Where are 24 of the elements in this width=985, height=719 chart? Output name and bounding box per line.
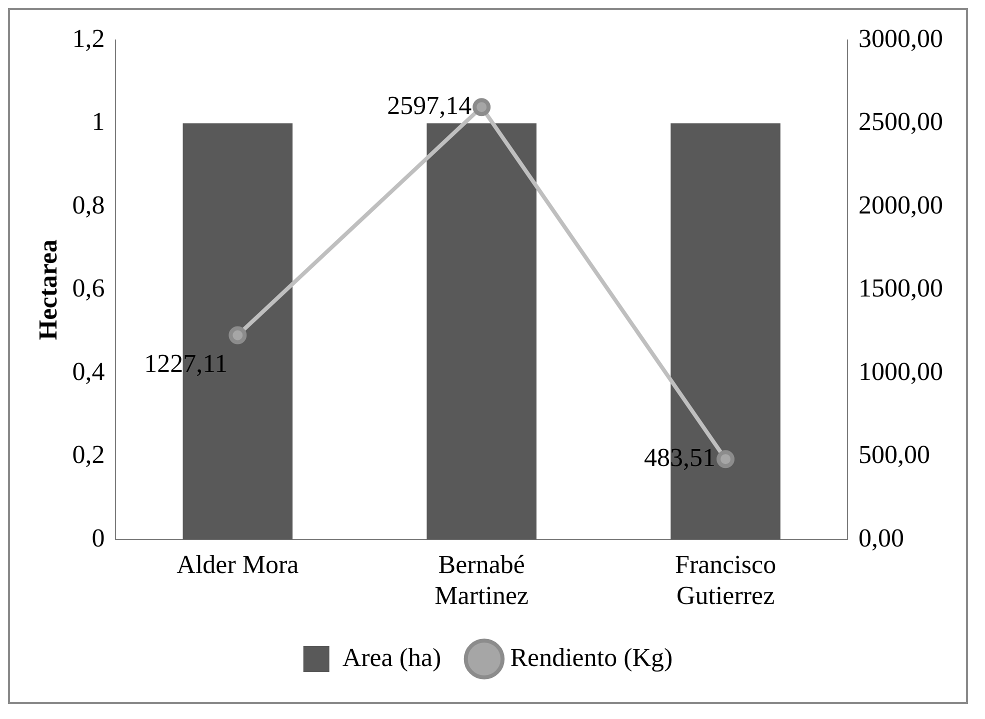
y-tick-label: 1,2 — [72, 24, 105, 53]
y2-tick-label: 0,00 — [858, 523, 904, 552]
point — [472, 98, 491, 116]
y2-tick-label: 500,00 — [858, 440, 930, 470]
y2-tick-label: 1500,00 — [858, 274, 943, 303]
y-tick-label: 0,2 — [72, 440, 105, 470]
point — [716, 450, 735, 468]
y-tick-label: 0,4 — [72, 356, 105, 386]
y-tick-label: 0,6 — [72, 274, 105, 303]
y2-tick-label: 2500,00 — [858, 107, 943, 136]
x-tick-label: Francisco Gutierrez — [674, 550, 776, 610]
y-tick-label: 0,8 — [72, 190, 105, 220]
y-tick-label: 0 — [92, 523, 105, 552]
y2-tick-label: 1000,00 — [858, 356, 943, 386]
point — [228, 326, 247, 344]
data-label: 2597,14 — [387, 90, 472, 120]
y-axis-title: Hectarea — [33, 240, 62, 340]
x-tick-label: Bernabé Martinez — [434, 550, 529, 610]
legend-label: Area (ha) — [342, 642, 442, 672]
y-tick-label: 1 — [92, 107, 105, 136]
y2-tick-label: 3000,00 — [858, 24, 943, 53]
y2-tick-label: 2000,00 — [858, 190, 943, 220]
legend-label: Rendiento (Kg) — [510, 642, 673, 672]
x-tick-label: Alder Mora — [176, 550, 300, 580]
